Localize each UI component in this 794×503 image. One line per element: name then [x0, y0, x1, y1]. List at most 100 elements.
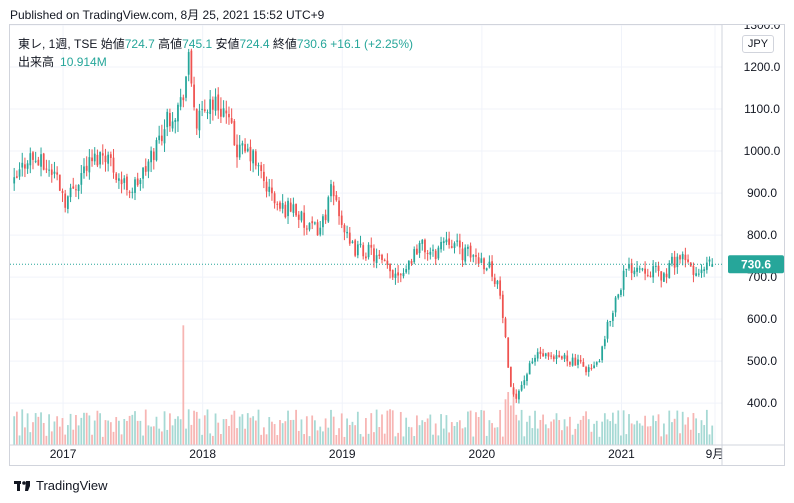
volume-bar — [445, 415, 448, 445]
volume-bar — [595, 420, 598, 445]
volume-bar — [389, 409, 391, 445]
legend-close-value: 730.6 — [296, 37, 327, 51]
volume-bar — [300, 419, 303, 445]
volume-bar — [206, 409, 209, 445]
y-tick-label: 800.0 — [747, 228, 777, 242]
volume-bar — [577, 423, 579, 445]
candle-body — [193, 84, 195, 108]
volume-bar — [536, 428, 539, 445]
chart-pane[interactable]: 400.0 500.0 600.0 700.0 800.0 900.0 1000.0 1100… — [9, 24, 785, 466]
candle-body — [271, 187, 273, 194]
candle-body — [265, 181, 268, 192]
candle-body — [249, 146, 252, 162]
volume-bar — [649, 426, 652, 445]
candle-body — [123, 178, 126, 183]
candle-body — [528, 363, 531, 375]
volume-bar — [351, 421, 354, 445]
volume-bar — [58, 426, 61, 445]
volume-bar — [598, 436, 601, 445]
volume-bar — [703, 425, 706, 445]
candle-body — [45, 168, 48, 170]
volume-bar — [526, 421, 528, 445]
candle-body — [150, 150, 152, 163]
candle-body — [15, 176, 18, 178]
volume-bar — [448, 432, 451, 445]
candle-body — [469, 245, 472, 258]
volume-bar — [147, 425, 150, 445]
candle-body — [203, 109, 206, 111]
candle-body — [563, 354, 566, 359]
candle-body — [217, 94, 220, 111]
candlestick-chart[interactable]: 400.0 500.0 600.0 700.0 800.0 900.0 1000.0 1100… — [10, 25, 785, 466]
candle-body — [499, 280, 502, 296]
volume-bar — [209, 433, 212, 445]
published-caption: Published on TradingView.com, 8月 25, 202… — [10, 8, 325, 22]
candle-body — [649, 275, 652, 277]
candle-body — [577, 359, 579, 365]
candle-body — [322, 216, 324, 228]
candle-body — [663, 273, 665, 282]
legend-high-value: 745.1 — [182, 37, 213, 51]
volume-bar — [585, 411, 587, 445]
candle-body — [461, 248, 464, 261]
volume-bar — [249, 417, 252, 445]
candle-body — [346, 231, 348, 234]
candle-body — [515, 393, 518, 399]
candle-body — [676, 256, 679, 268]
volume-bar — [528, 415, 531, 445]
volume-bar — [201, 434, 204, 445]
candle-body — [644, 268, 646, 274]
currency-badge[interactable]: JPY — [742, 35, 774, 53]
candle-body — [480, 258, 483, 263]
candle-body — [518, 390, 520, 400]
volume-bar — [579, 419, 582, 445]
candle-body — [571, 357, 574, 366]
volume-bar — [185, 428, 187, 445]
candle-body — [77, 184, 80, 192]
candle-body — [305, 228, 308, 230]
volume-bar — [238, 416, 241, 445]
volume-bar — [195, 411, 198, 445]
candle-body — [179, 97, 182, 107]
candle-body — [365, 256, 367, 259]
volume-bar — [303, 434, 306, 445]
candle-body — [689, 262, 692, 267]
volume-bar — [375, 409, 378, 445]
candle-body — [442, 241, 445, 244]
candle-body — [32, 152, 34, 160]
candle-body — [18, 169, 21, 177]
volume-bar — [434, 423, 437, 445]
y-tick-label: 400.0 — [747, 396, 777, 410]
candle-body — [83, 166, 85, 174]
legend-symbol: 東レ, 1週, TSE — [18, 37, 98, 51]
volume-bar — [50, 431, 53, 445]
volume-bar — [260, 434, 263, 445]
volume-bar — [83, 412, 85, 445]
volume-bar — [365, 418, 367, 445]
volume-bar — [107, 420, 110, 445]
volume-bar — [225, 418, 228, 445]
candle-body — [448, 238, 451, 245]
volume-bar — [711, 425, 714, 445]
volume-bar — [399, 411, 402, 445]
candle-body — [335, 195, 338, 201]
candle-body — [362, 245, 365, 257]
volume-bar — [544, 424, 547, 445]
candle-body — [126, 176, 128, 191]
candle-body — [359, 243, 362, 246]
candle-body — [574, 357, 577, 366]
candle-body — [262, 171, 265, 182]
candle-body — [297, 214, 300, 220]
volume-bar — [700, 420, 703, 445]
candle-body — [595, 362, 598, 365]
candle-body — [340, 215, 343, 225]
candle-body — [450, 246, 453, 248]
volume-bar — [99, 413, 101, 445]
volume-bar — [101, 436, 104, 445]
candle-body — [378, 254, 381, 256]
volume-bar — [612, 412, 614, 445]
volume-bar — [620, 435, 622, 445]
grid-lines — [10, 25, 722, 445]
volume-bar — [410, 427, 413, 445]
volume-bar — [467, 411, 469, 445]
